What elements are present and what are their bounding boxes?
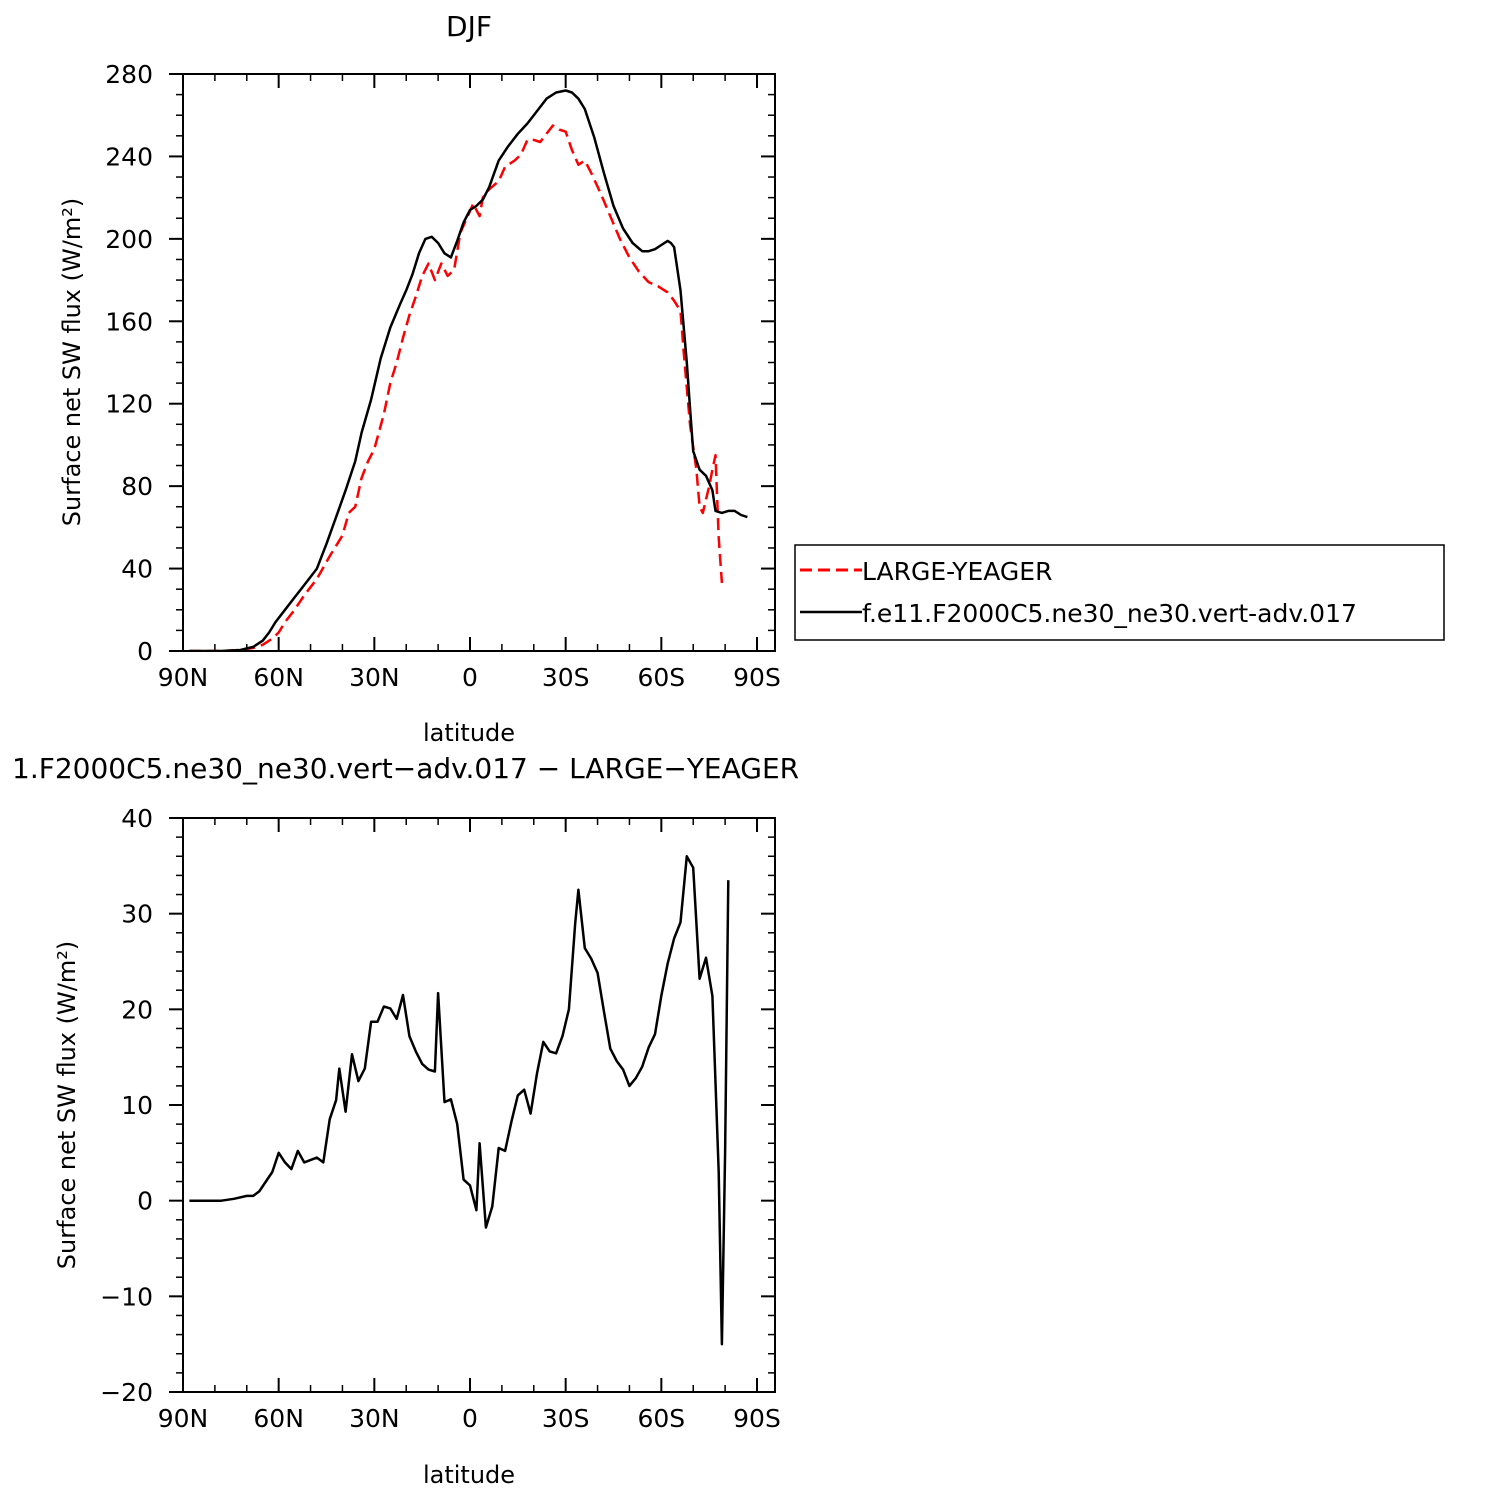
x-tick-label: 0: [462, 1404, 478, 1433]
x-tick-label: 90S: [733, 663, 781, 692]
x-tick-label: 90S: [733, 1404, 781, 1433]
y-tick-label: −20: [100, 1378, 153, 1407]
x-tick-label: 30S: [542, 663, 590, 692]
top-plot-frame: [182, 73, 776, 652]
x-tick-label: 30N: [349, 663, 400, 692]
x-tick-label: 90N: [158, 1404, 209, 1433]
bottom-tick-labels: 90N 60N 30N 0 30S 60S 90S −20 −10 0 10 20 30 40: [100, 804, 781, 1433]
x-tick-label: 60N: [253, 1404, 304, 1433]
bottom-plot-frame: [182, 817, 776, 1393]
bottom-chart-title: 1.F2000C5.ne30_ne30.vert−adv.017 − LARGE…: [12, 752, 799, 785]
legend-box: [794, 544, 1445, 641]
top-x-axis-label: latitude: [423, 719, 515, 747]
series-line-f-e11-f2000c5-ne30-ne30-vert-adv-017: [189, 89, 748, 651]
x-tick-label: 30S: [542, 1404, 590, 1433]
bottom-x-axis-label: latitude: [423, 1461, 515, 1489]
top-series: [189, 89, 748, 651]
x-tick-label: 60S: [637, 1404, 685, 1433]
y-tick-label: 0: [137, 637, 153, 666]
y-tick-label: 40: [121, 555, 153, 584]
series-line-large-yeager: [189, 124, 724, 651]
y-tick-label: 120: [105, 390, 153, 419]
x-tick-label: 30N: [349, 1404, 400, 1433]
y-tick-label: 20: [121, 995, 153, 1024]
x-tick-label: 90N: [158, 663, 209, 692]
legend: LARGE-YEAGER f.e11.F2000C5.ne30_ne30.ver…: [794, 544, 1445, 641]
y-tick-label: 240: [105, 142, 153, 171]
bottom-panel: 1.F2000C5.ne30_ne30.vert−adv.017 − LARGE…: [12, 752, 799, 1489]
top-y-axis-label: Surface net SW flux (W/m²): [58, 198, 86, 526]
series-line-difference: [189, 855, 730, 1346]
y-tick-label: −10: [100, 1282, 153, 1311]
bottom-y-axis-label: Surface net SW flux (W/m²): [53, 941, 81, 1269]
y-tick-label: 80: [121, 472, 153, 501]
bottom-tick-marks: [169, 817, 775, 1393]
x-tick-label: 60N: [253, 663, 304, 692]
legend-label-model: f.e11.F2000C5.ne30_ne30.vert-adv.017: [862, 599, 1357, 628]
legend-label-large-yeager: LARGE-YEAGER: [862, 557, 1052, 586]
top-panel: DJF 90N 60N 30N 0 30S 60S 90S 0 40 80 120 160 200 240…: [58, 10, 781, 747]
top-tick-marks: [169, 73, 775, 652]
y-tick-label: 280: [105, 60, 153, 89]
y-tick-label: 160: [105, 307, 153, 336]
y-tick-label: 10: [121, 1091, 153, 1120]
top-chart-title: DJF: [446, 10, 492, 43]
top-tick-labels: 90N 60N 30N 0 30S 60S 90S 0 40 80 120 160 200 240 280: [105, 60, 781, 692]
x-tick-label: 0: [462, 663, 478, 692]
y-tick-label: 30: [121, 900, 153, 929]
y-tick-label: 0: [137, 1187, 153, 1216]
y-tick-label: 200: [105, 225, 153, 254]
bottom-series: [189, 855, 730, 1346]
x-tick-label: 60S: [637, 663, 685, 692]
y-tick-label: 40: [121, 804, 153, 833]
